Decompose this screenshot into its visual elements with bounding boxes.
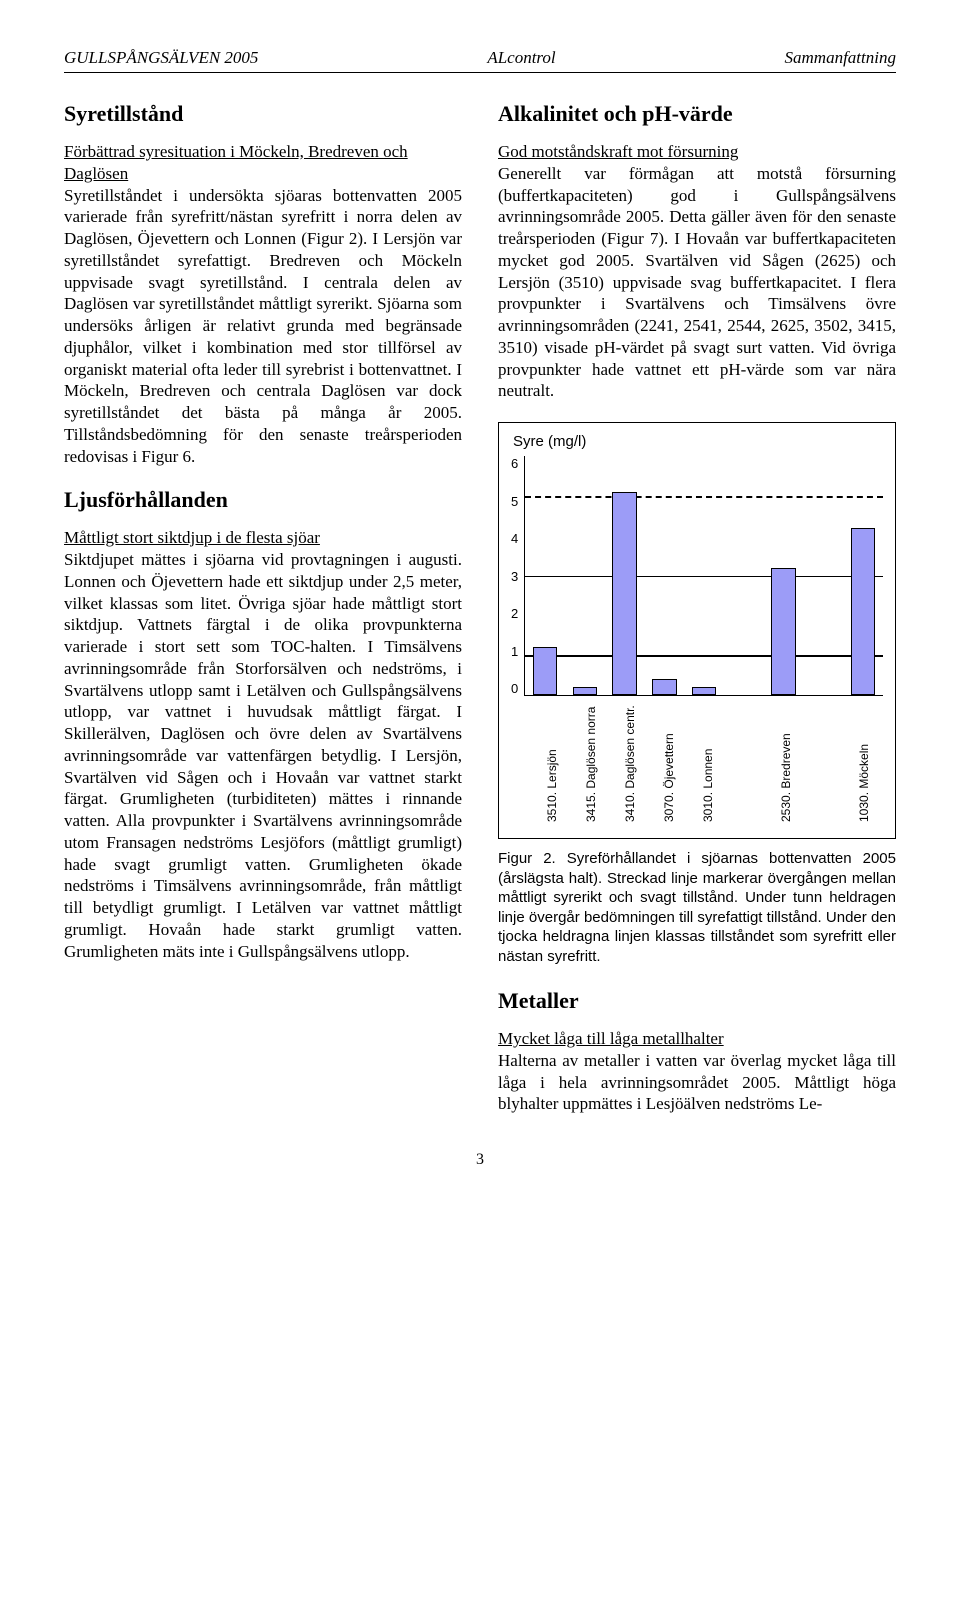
chart-y-tick: 6 <box>511 456 518 471</box>
chart-x-label: 3415. Daglösen norra <box>584 702 598 822</box>
page-number: 3 <box>64 1151 896 1169</box>
chart-x-label: 3010. Lonnen <box>701 702 715 822</box>
heading-light: Ljusförhållanden <box>64 487 462 513</box>
heading-oxygen: Syretillstånd <box>64 101 462 127</box>
page: GULLSPÅNGSÄLVEN 2005 ALcontrol Sammanfat… <box>0 0 960 1217</box>
chart-bar <box>573 687 598 695</box>
subhead-oxygen: Förbättrad syresituation i Möckeln, Bred… <box>64 141 462 185</box>
subhead-light: Måttligt stort siktdjup i de flesta sjöa… <box>64 527 462 549</box>
chart-bar-slot <box>764 456 804 695</box>
heading-alk: Alkalinitet och pH-värde <box>498 101 896 127</box>
chart-y-tick: 3 <box>511 569 518 584</box>
para-oxygen: Syretillståndet i undersökta sjöaras bot… <box>64 185 462 468</box>
chart-x-label-slot: 3510. Lersjön <box>533 702 572 822</box>
chart-y-tick: 0 <box>511 681 518 696</box>
chart-x-label: 2530. Bredreven <box>779 702 793 822</box>
chart-x-label-slot <box>727 702 766 822</box>
chart-x-label-slot: 3410. Daglösen centr. <box>611 702 650 822</box>
chart-y-tick: 4 <box>511 531 518 546</box>
chart-y-title: Syre (mg/l) <box>513 433 883 450</box>
chart-x-label: 3510. Lersjön <box>545 702 559 822</box>
chart-bar <box>652 679 677 695</box>
chart-y-axis: 6 5 4 3 2 1 0 <box>511 456 524 696</box>
chart-bar <box>612 492 637 695</box>
chart-bar-slot <box>684 456 724 695</box>
chart-bar-slot <box>644 456 684 695</box>
para-metals: Halterna av metaller i vatten var överla… <box>498 1050 896 1115</box>
para-light: Siktdjupet mättes i sjöarna vid provtagn… <box>64 549 462 962</box>
chart-y-tick: 2 <box>511 606 518 621</box>
chart-plot-area: 6 5 4 3 2 1 0 <box>511 456 883 696</box>
chart-x-labels: 3510. Lersjön 3415. Daglösen norra 3410. D… <box>533 702 883 822</box>
para-alk: Generellt var förmågan att motstå försur… <box>498 163 896 402</box>
right-column: Alkalinitet och pH-värde God motståndskr… <box>498 101 896 1115</box>
header-left: GULLSPÅNGSÄLVEN 2005 <box>64 48 258 68</box>
chart-bar-slot <box>605 456 645 695</box>
chart-x-label-slot: 3010. Lonnen <box>689 702 728 822</box>
chart-bar-slot <box>565 456 605 695</box>
chart-bar <box>771 568 796 695</box>
subhead-metals: Mycket låga till låga metallhalter <box>498 1028 896 1050</box>
oxygen-chart: Syre (mg/l) 6 5 4 3 2 1 0 3510. Lersjön 3415. D… <box>498 422 896 839</box>
heading-metals: Metaller <box>498 988 896 1014</box>
chart-bar-slot <box>525 456 565 695</box>
chart-bar <box>692 687 717 695</box>
chart-x-label-slot <box>805 702 844 822</box>
chart-bar-slot <box>724 456 764 695</box>
left-column: Syretillstånd Förbättrad syresituation i… <box>64 101 462 1115</box>
chart-x-label-slot: 3415. Daglösen norra <box>572 702 611 822</box>
chart-bar-slot <box>843 456 883 695</box>
chart-bars <box>525 456 883 695</box>
chart-bar <box>851 528 876 695</box>
subhead-alk: God motståndskraft mot försurning <box>498 141 896 163</box>
chart-y-tick: 1 <box>511 644 518 659</box>
chart-bar-slot <box>803 456 843 695</box>
chart-bar <box>533 647 558 695</box>
chart-x-label: 1030. Möckeln <box>857 702 871 822</box>
figure-2-caption: Figur 2. Syreförhållandet i sjöarnas bot… <box>498 849 896 966</box>
header-right: Sammanfattning <box>785 48 896 68</box>
chart-x-label: 3410. Daglösen centr. <box>623 702 637 822</box>
chart-x-label-slot: 1030. Möckeln <box>844 702 883 822</box>
chart-x-label: 3070. Öjevettern <box>662 702 676 822</box>
chart-x-label-slot: 3070. Öjevettern <box>650 702 689 822</box>
chart-y-tick: 5 <box>511 494 518 509</box>
running-header: GULLSPÅNGSÄLVEN 2005 ALcontrol Sammanfat… <box>64 48 896 73</box>
two-column-body: Syretillstånd Förbättrad syresituation i… <box>64 101 896 1115</box>
chart-plot <box>524 456 883 696</box>
header-center: ALcontrol <box>487 48 555 68</box>
chart-x-label-slot: 2530. Bredreven <box>766 702 805 822</box>
